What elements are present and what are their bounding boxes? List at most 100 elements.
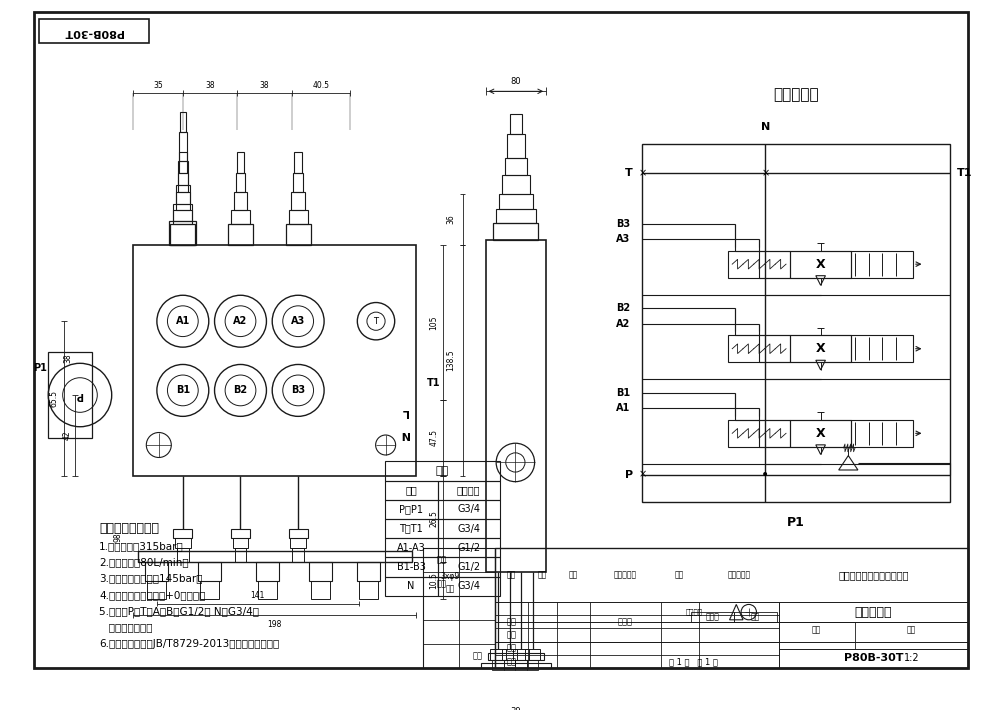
Bar: [438, 557, 500, 577]
Text: 校对: 校对: [507, 630, 517, 640]
Text: 10.5: 10.5: [429, 572, 438, 589]
Text: •: •: [761, 468, 769, 482]
Text: A1-A3: A1-A3: [397, 543, 425, 553]
Bar: [39, 19, 149, 43]
Text: P1: P1: [33, 363, 47, 373]
Bar: [291, 192, 305, 209]
Text: N: N: [761, 122, 770, 132]
Text: B3: B3: [291, 386, 305, 395]
Text: X: X: [816, 427, 825, 439]
Text: 36: 36: [446, 214, 455, 224]
Bar: [496, 209, 536, 223]
Bar: [505, 158, 527, 175]
Text: 198: 198: [267, 621, 282, 629]
Bar: [175, 538, 191, 548]
Bar: [176, 192, 190, 209]
Bar: [493, 223, 538, 240]
Bar: [481, 663, 551, 668]
Text: 3.溢流阁调定压力：145bar；: 3.溢流阁调定压力：145bar；: [99, 574, 203, 584]
Bar: [423, 548, 495, 668]
Bar: [728, 251, 790, 278]
Text: P80B-30T: P80B-30T: [64, 27, 123, 37]
Text: 38: 38: [260, 81, 269, 90]
Text: 阶段标记: 阶段标记: [685, 608, 702, 616]
Bar: [231, 209, 250, 224]
Text: A3: A3: [616, 234, 630, 244]
Text: P: P: [76, 390, 84, 400]
Text: N: N: [400, 429, 409, 439]
Bar: [178, 160, 188, 185]
Bar: [290, 538, 306, 548]
Text: 105: 105: [429, 315, 438, 329]
Bar: [176, 185, 190, 204]
Text: A3: A3: [291, 316, 305, 326]
Text: T、T1: T、T1: [399, 523, 423, 534]
Bar: [133, 245, 416, 476]
Bar: [293, 173, 303, 192]
Bar: [507, 133, 525, 158]
Text: G3/4: G3/4: [457, 581, 480, 591]
Text: 类型: 类型: [751, 613, 760, 622]
Text: N: N: [407, 581, 415, 591]
Text: X: X: [816, 342, 825, 355]
Text: 6.产品验收标准按JB/T8729-2013液压多路换向阁。: 6.产品验收标准按JB/T8729-2013液压多路换向阁。: [99, 639, 279, 649]
Bar: [438, 577, 500, 596]
Bar: [486, 240, 546, 572]
Bar: [691, 612, 734, 623]
Text: T: T: [374, 317, 379, 326]
Text: 工艺: 工艺: [436, 579, 446, 589]
Bar: [790, 251, 851, 278]
Text: A2: A2: [616, 319, 630, 329]
Bar: [851, 251, 913, 278]
Bar: [385, 577, 438, 596]
Bar: [173, 209, 192, 224]
Bar: [48, 351, 92, 438]
Bar: [385, 500, 438, 519]
Bar: [438, 481, 500, 500]
Text: B3: B3: [616, 219, 630, 229]
Bar: [235, 548, 246, 562]
Text: L: L: [401, 407, 408, 417]
Bar: [179, 131, 187, 160]
Text: ×: ×: [638, 168, 646, 178]
Text: G3/4: G3/4: [457, 523, 480, 534]
Bar: [170, 224, 195, 245]
Bar: [510, 114, 522, 133]
Text: 比例: 比例: [907, 626, 916, 634]
Text: 技术要求和参数：: 技术要求和参数：: [99, 522, 159, 535]
Text: B1-B3: B1-B3: [397, 562, 426, 572]
Bar: [851, 420, 913, 447]
Bar: [286, 224, 311, 245]
Text: B1: B1: [176, 386, 190, 395]
Text: P: P: [625, 470, 633, 480]
Text: T1: T1: [427, 378, 440, 388]
Text: 液压原理图: 液压原理图: [773, 87, 819, 102]
Text: 处数: 处数: [538, 570, 547, 579]
Bar: [728, 335, 790, 362]
Text: P1: P1: [787, 516, 805, 530]
Text: P、P1: P、P1: [399, 504, 423, 515]
Bar: [734, 612, 777, 623]
Bar: [385, 481, 438, 500]
Bar: [728, 420, 790, 447]
Text: 年、月、日: 年、月、日: [727, 570, 750, 579]
Bar: [495, 548, 968, 668]
Text: G3/4: G3/4: [457, 504, 480, 515]
Bar: [198, 562, 221, 581]
Bar: [180, 112, 186, 131]
Bar: [147, 581, 166, 599]
Text: 阁体: 阁体: [436, 466, 449, 476]
Text: 4.控制方式：手动控制+0型阁杆；: 4.控制方式：手动控制+0型阁杆；: [99, 590, 206, 600]
Text: 1:2: 1:2: [904, 653, 919, 663]
Bar: [258, 581, 277, 599]
Text: B2: B2: [233, 386, 248, 395]
Text: B2: B2: [616, 303, 630, 313]
Bar: [236, 173, 245, 192]
Bar: [228, 224, 253, 245]
Bar: [790, 335, 851, 362]
Bar: [527, 660, 538, 670]
Bar: [138, 551, 412, 562]
Text: P80B-30T: P80B-30T: [844, 653, 903, 663]
Text: 均为平面密封；: 均为平面密封；: [99, 623, 153, 633]
Text: 39: 39: [511, 706, 521, 710]
